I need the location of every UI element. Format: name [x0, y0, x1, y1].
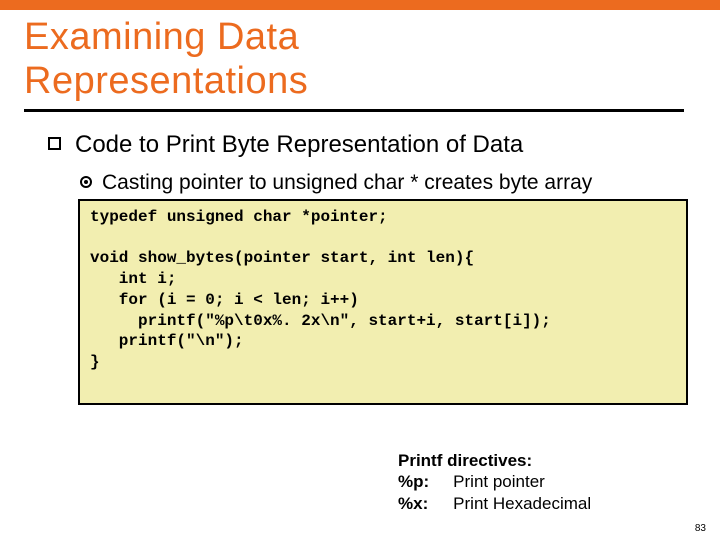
code-line: printf("\n");: [90, 332, 244, 350]
directive-value: Print Hexadecimal: [453, 493, 591, 514]
code-line: void show_bytes(pointer start, int len){: [90, 249, 474, 267]
slide-title: Examining Data Representations: [0, 10, 720, 103]
bullet-main-text: Code to Print Byte Representation of Dat…: [75, 130, 523, 160]
accent-bar: [0, 0, 720, 10]
bullet-level-1: Code to Print Byte Representation of Dat…: [48, 130, 680, 160]
square-bullet-icon: [48, 137, 61, 150]
code-line: for (i = 0; i < len; i++): [90, 291, 359, 309]
title-line-2: Representations: [24, 60, 308, 102]
code-block: typedef unsigned char *pointer; void sho…: [78, 199, 688, 405]
page-number: 83: [695, 523, 706, 534]
dot-bullet-icon: [80, 176, 92, 188]
content-area: Code to Print Byte Representation of Dat…: [0, 112, 720, 405]
directive-key: %x:: [398, 493, 453, 514]
directives-heading: Printf directives:: [398, 450, 591, 471]
code-line: typedef unsigned char *pointer;: [90, 208, 388, 226]
bullet-sub-text: Casting pointer to unsigned char * creat…: [102, 170, 592, 196]
directive-key: %p:: [398, 471, 453, 492]
code-line: int i;: [90, 270, 176, 288]
title-line-1: Examining Data: [24, 16, 299, 58]
code-line: }: [90, 353, 100, 371]
directive-value: Print pointer: [453, 471, 591, 492]
code-line: printf("%p\t0x%. 2x\n", start+i, start[i…: [90, 312, 551, 330]
bullet-level-2: Casting pointer to unsigned char * creat…: [80, 170, 680, 196]
printf-directives: Printf directives: %p: Print pointer %x:…: [398, 450, 591, 514]
